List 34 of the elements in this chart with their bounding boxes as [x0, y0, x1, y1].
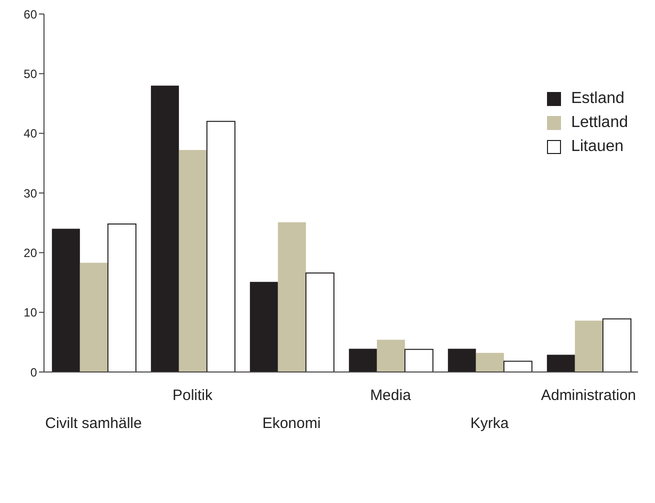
y-tick-label: 40	[24, 126, 38, 141]
bar	[178, 150, 207, 372]
bar	[574, 320, 603, 372]
y-tick-label: 10	[24, 306, 38, 320]
x-tick-label: Administration	[540, 387, 636, 404]
y-tick-label: 0	[30, 365, 38, 380]
bar	[476, 352, 504, 372]
legend-label: Litauen	[571, 138, 624, 156]
legend-label: Estland	[571, 90, 624, 108]
bar	[448, 348, 476, 372]
legend-label: Lettland	[571, 114, 628, 132]
bar	[348, 348, 377, 372]
y-tick-label: 30	[24, 186, 38, 200]
x-tick-label: Politik	[172, 387, 214, 404]
bar	[546, 354, 575, 372]
bar	[602, 318, 632, 372]
bar	[278, 222, 306, 372]
bar	[376, 340, 405, 372]
bar	[250, 282, 278, 372]
bar	[52, 228, 80, 372]
y-tick-label: 50	[24, 66, 38, 81]
x-tick-label: Civilt samhälle	[45, 415, 142, 432]
bar	[503, 360, 532, 372]
x-tick-label: Ekonomi	[262, 415, 321, 432]
bar	[107, 224, 136, 372]
x-tick-label: Media	[370, 387, 412, 404]
bar	[206, 120, 236, 372]
bar	[404, 348, 434, 372]
bar	[150, 86, 179, 372]
y-tick-label: 20	[24, 246, 38, 260]
bar	[305, 272, 334, 372]
y-tick-label: 60	[24, 7, 38, 22]
x-tick-label: Kyrka	[470, 415, 510, 432]
bar	[80, 262, 108, 372]
